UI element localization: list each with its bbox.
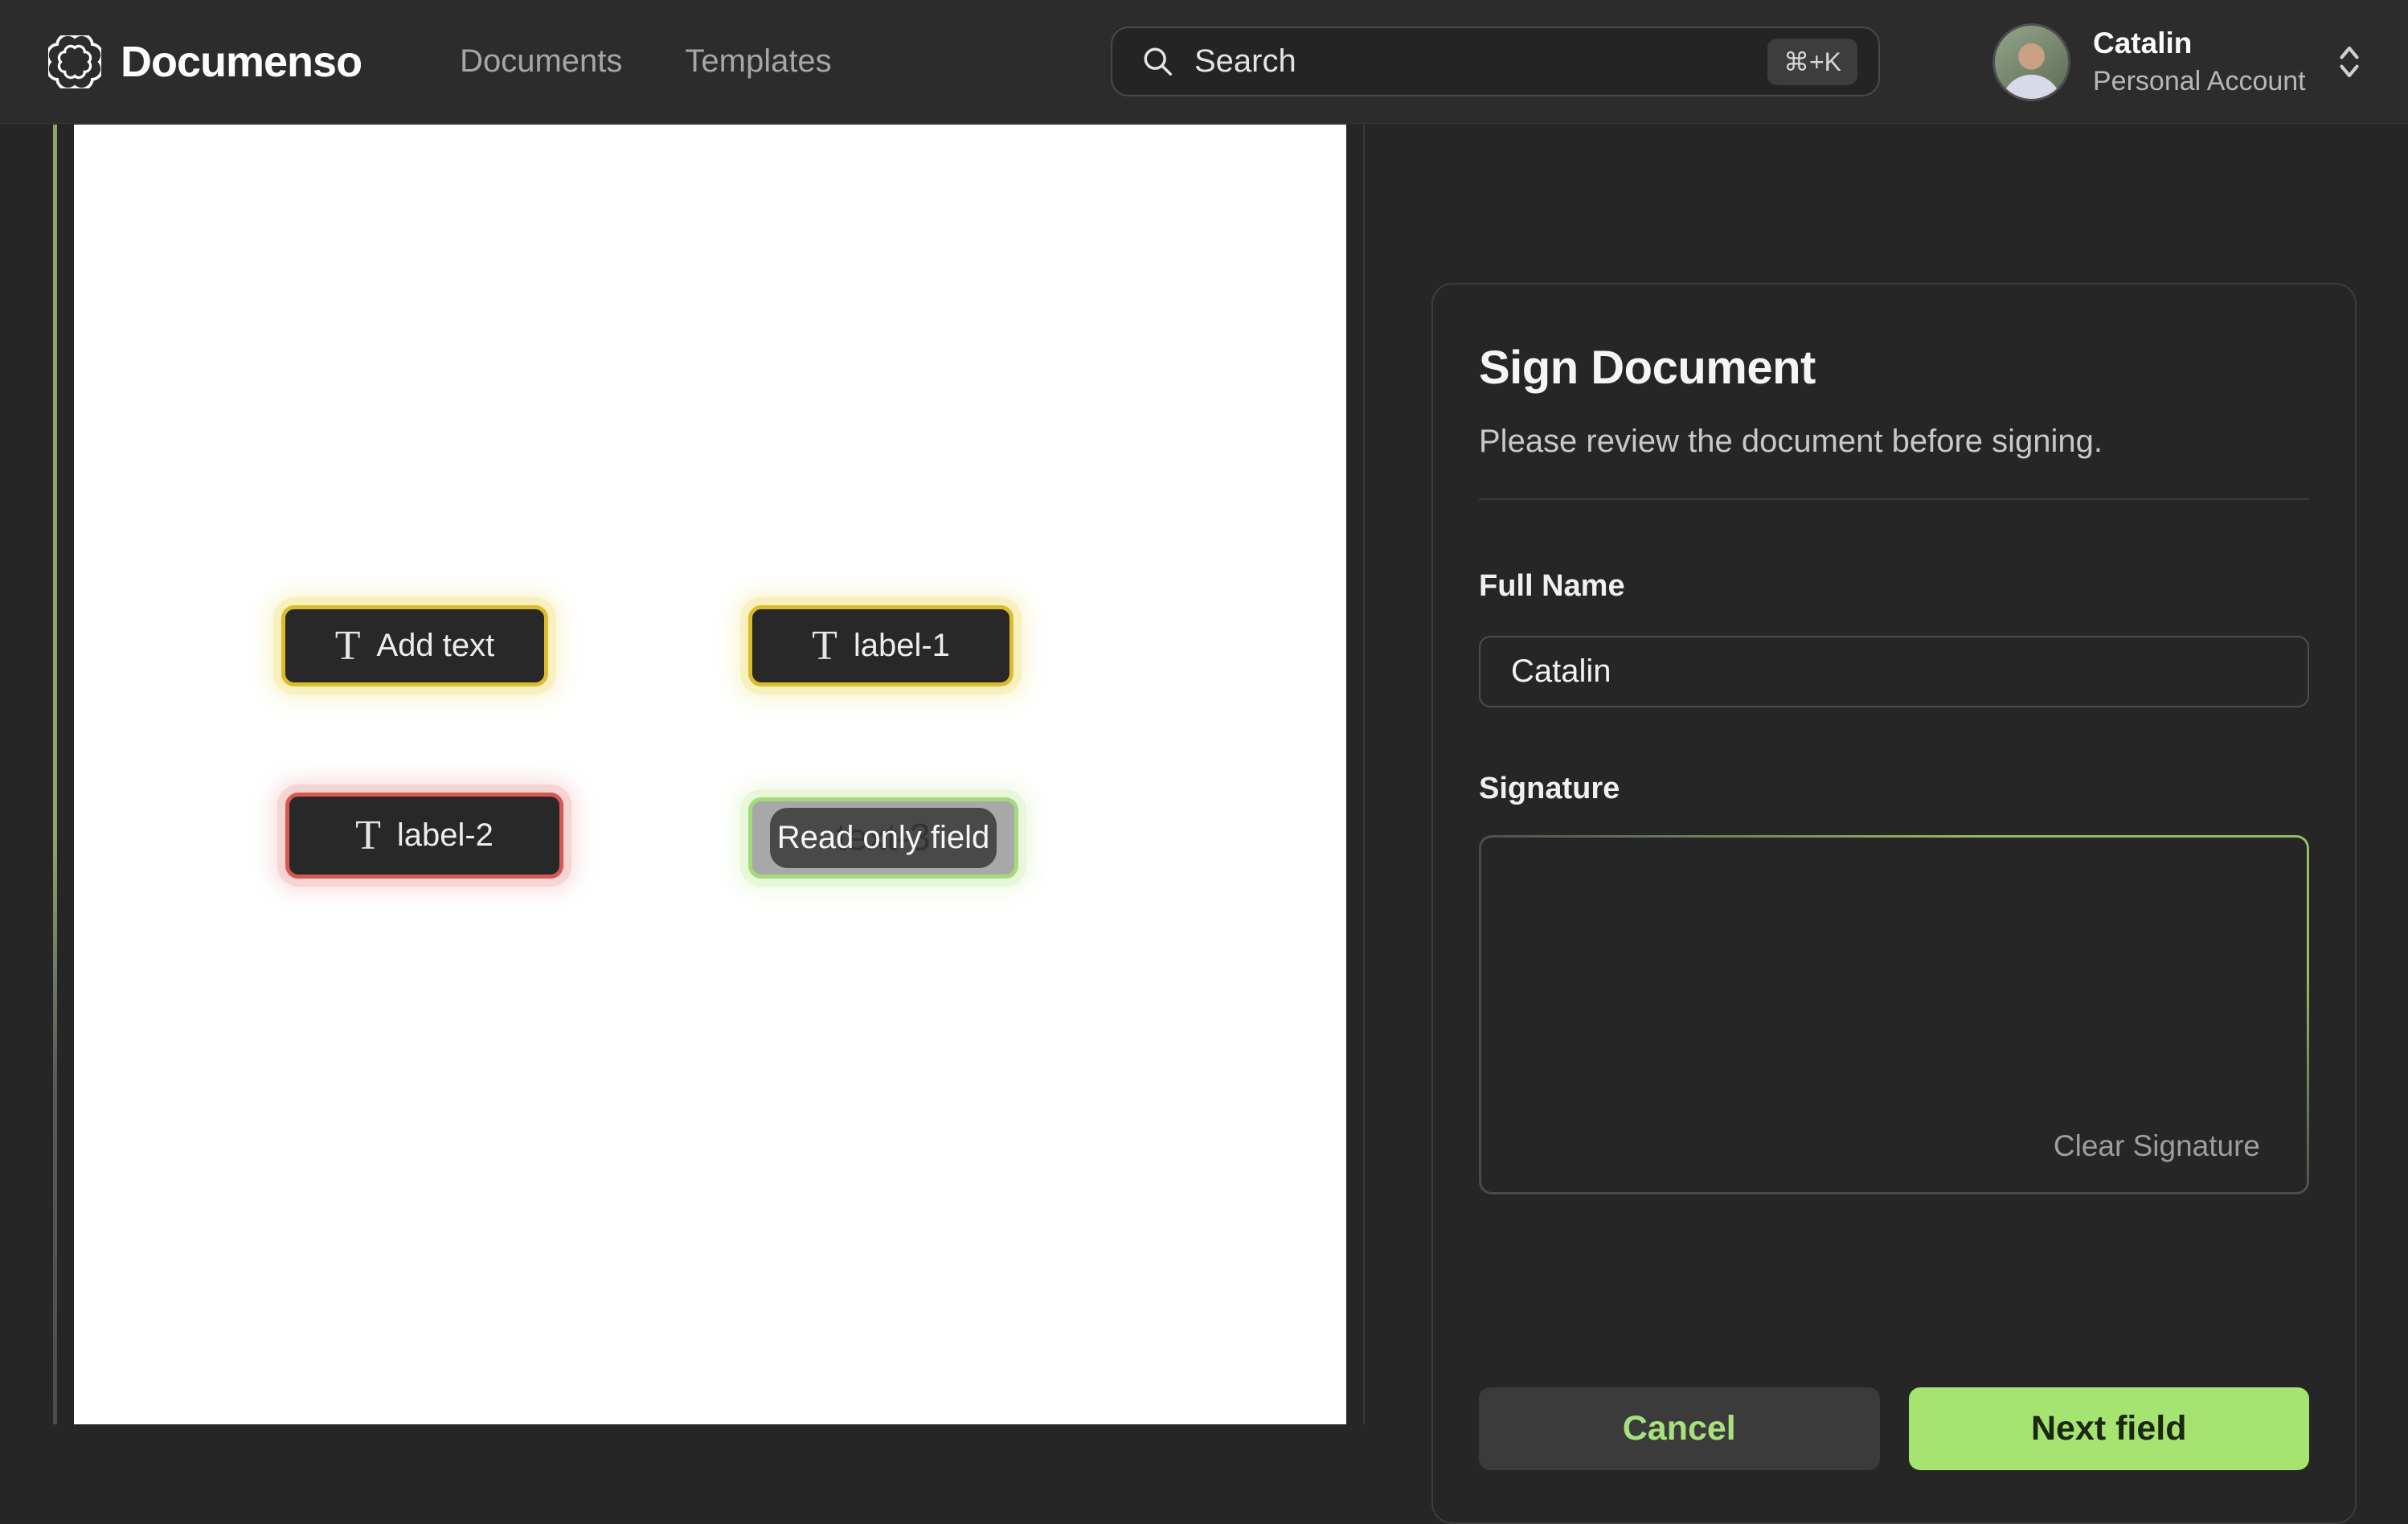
account-texts: Catalin Personal Account xyxy=(2093,27,2306,97)
read-only-overlay: Read only field xyxy=(770,808,997,868)
account-type: Personal Account xyxy=(2093,65,2306,96)
account-menu-button[interactable]: Catalin Personal Account xyxy=(1992,22,2364,102)
field-label: Add text xyxy=(376,628,495,663)
clear-signature-button[interactable]: Clear Signature xyxy=(2053,1129,2260,1162)
search-input[interactable]: Search ⌘+K xyxy=(1111,27,1880,96)
field-label-2[interactable]: T label-2 xyxy=(285,793,563,879)
top-navbar: Documenso Documents Templates Search ⌘+K… xyxy=(0,0,2408,124)
text-field-icon: T xyxy=(812,622,837,669)
next-field-button[interactable]: Next field xyxy=(1908,1387,2309,1470)
signature-label: Signature xyxy=(1479,772,1620,805)
search-placeholder: Search xyxy=(1194,43,1296,79)
field-label-1[interactable]: T label-1 xyxy=(748,605,1014,686)
field-read-only: text-3 Read only field xyxy=(748,797,1018,879)
field-label: label-1 xyxy=(853,628,950,663)
panel-spacer xyxy=(1479,1194,2309,1387)
document-page: T Add text T label-1 T label-2 text-3 Re… xyxy=(74,125,1346,1424)
panel-title: Sign Document xyxy=(1479,342,1816,394)
documenso-logo[interactable]: Documenso xyxy=(48,35,362,88)
cancel-button[interactable]: Cancel xyxy=(1479,1387,1880,1470)
chevrons-up-down-icon xyxy=(2340,46,2359,78)
avatar xyxy=(1992,23,2070,101)
text-field-icon: T xyxy=(334,622,361,669)
search-shortcut-badge: ⌘+K xyxy=(1767,38,1857,85)
signature-pad-border: Clear Signature xyxy=(1479,835,2309,1194)
sign-document-panel: Sign Document Please review the document… xyxy=(1431,283,2357,1524)
nav-link-documents[interactable]: Documents xyxy=(460,43,623,79)
main-area: T Add text T label-1 T label-2 text-3 Re… xyxy=(0,125,2408,1524)
text-field-icon: T xyxy=(355,812,381,858)
field-label: Read only field xyxy=(776,820,990,855)
main-nav: Documents Templates xyxy=(460,43,832,80)
signature-pad[interactable]: Clear Signature xyxy=(1481,838,2307,1192)
full-name-label: Full Name xyxy=(1479,569,1625,603)
document-progress-line xyxy=(53,125,57,1424)
logo-text: Documenso xyxy=(121,37,362,86)
field-label: label-2 xyxy=(396,817,493,853)
panel-subtitle: Please review the document before signin… xyxy=(1479,424,2103,459)
documenso-rosette-icon xyxy=(48,35,101,88)
panel-divider xyxy=(1479,498,2309,500)
account-name: Catalin xyxy=(2093,27,2193,60)
nav-link-templates[interactable]: Templates xyxy=(685,43,832,79)
search-icon xyxy=(1144,47,1172,76)
field-add-text[interactable]: T Add text xyxy=(281,605,548,686)
full-name-input[interactable] xyxy=(1479,636,2309,707)
panel-divider-line xyxy=(1363,125,1365,1424)
panel-actions: Cancel Next field xyxy=(1479,1387,2309,1470)
